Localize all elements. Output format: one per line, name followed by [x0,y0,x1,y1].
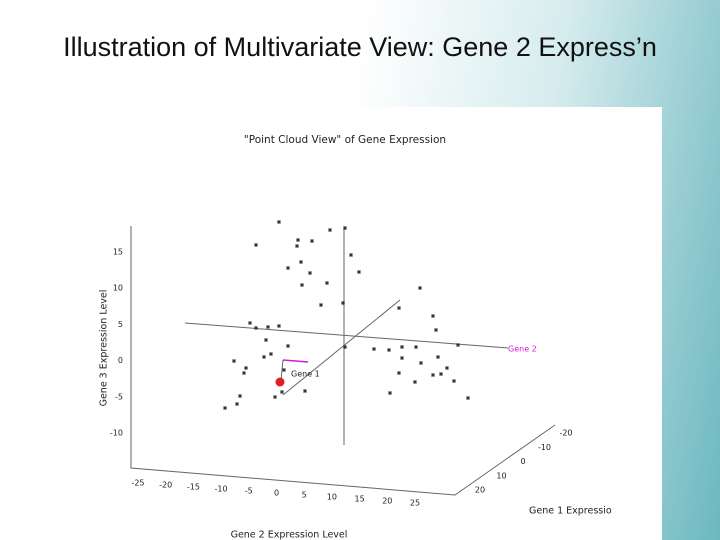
x-tick-label: -20 [159,481,172,490]
x-tick-label: 0 [274,489,279,498]
x-tick-label: -5 [245,487,253,496]
point-cloud [222,219,471,411]
z-tick-label: -10 [110,429,123,438]
gene-2-annotation: Gene 2 [508,345,537,354]
z-tick-label: 0 [118,356,123,365]
z-tick-label: 15 [113,248,123,257]
x-tick-label: -10 [215,485,228,494]
x-tick-label: -25 [131,479,144,488]
figure-title: "Point Cloud View" of Gene Expression [244,134,446,146]
x-tick-label: -15 [187,483,200,492]
slide-title: Illustration of Multivariate View: Gene … [63,32,657,62]
figure-panel [47,107,662,540]
y-tick-label: 0 [520,457,525,466]
z-tick-label: 5 [118,320,123,329]
y-tick-label: 20 [475,486,485,495]
y-tick-label: 10 [496,471,506,480]
axes [130,226,556,496]
x-tick-label: 25 [410,499,420,508]
y-tick-label: -20 [559,429,572,438]
x-tick-label: 15 [355,495,365,504]
y-tick-label: -10 [538,443,551,452]
z-tick-label: 10 [113,284,123,293]
x-tick-label: 5 [302,491,307,500]
z-tick-label: -5 [115,392,123,401]
x-tick-label: 10 [327,493,337,502]
x-axis-label: Gene 2 Expression Level [231,530,348,540]
y-axis-label: Gene 1 Expressio [529,506,612,517]
z-axis-label: Gene 3 Expression Level [99,290,110,407]
gene-1-annotation: Gene 1 [291,370,320,379]
x-tick-label: 20 [382,497,392,506]
